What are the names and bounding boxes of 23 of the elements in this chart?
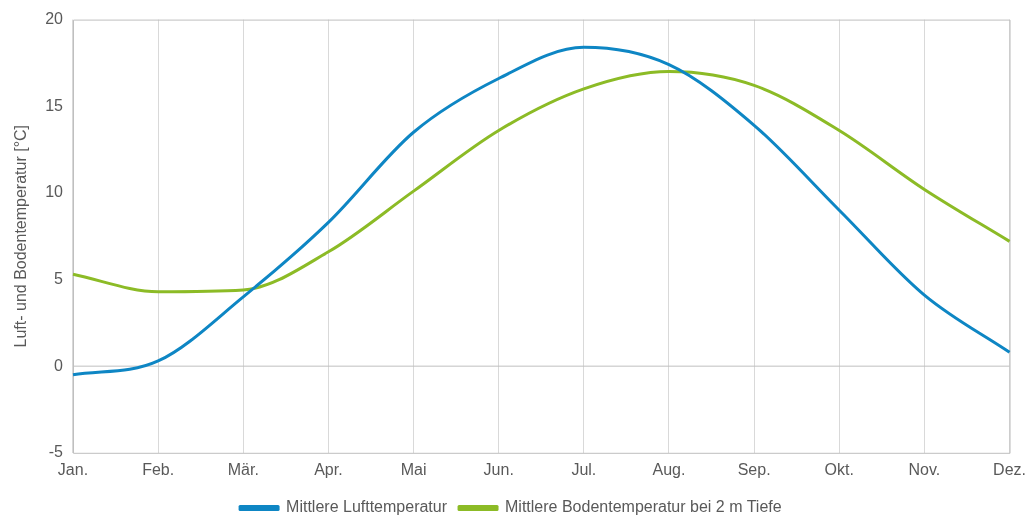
y-tick-label: 0 — [54, 356, 64, 374]
x-tick-label: Jan. — [57, 460, 89, 478]
x-tick-label: Jul. — [571, 460, 597, 478]
x-tick-label: Aug. — [652, 460, 686, 478]
y-tick-label: -5 — [48, 443, 64, 461]
x-tick-label: Mai — [400, 460, 427, 478]
x-tick-label: Dez. — [993, 460, 1026, 478]
legend-label: Mittlere Bodentemperatur bei 2 m Tiefe — [505, 498, 782, 516]
x-tick-label: Nov. — [908, 460, 941, 478]
y-tick-label: 10 — [45, 183, 64, 201]
x-tick-label: Okt. — [824, 460, 854, 478]
x-tick-label: Jun. — [483, 460, 514, 478]
x-tick-label: Mär. — [227, 460, 259, 478]
y-tick-label: 15 — [45, 96, 64, 114]
x-tick-label: Apr. — [314, 460, 343, 478]
legend-label: Mittlere Lufttemperatur — [286, 498, 448, 516]
line-series — [71, 70, 1012, 294]
x-tick-label: Feb. — [142, 460, 175, 478]
line-series — [71, 45, 1012, 377]
x-tick-label: Sep. — [737, 460, 771, 478]
y-axis-title: Luft- und Bodentemperatur [°C] — [12, 124, 30, 348]
y-tick-label: 5 — [54, 269, 64, 287]
y-tick-label: 20 — [45, 10, 64, 28]
